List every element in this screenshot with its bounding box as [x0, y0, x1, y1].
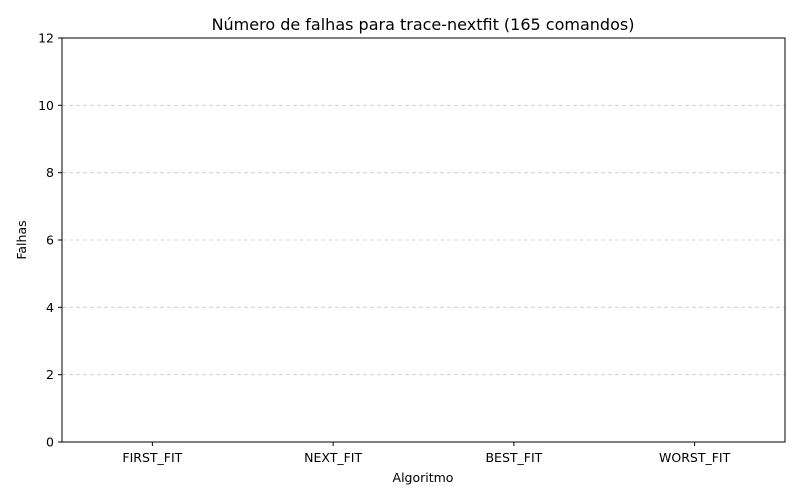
y-tick-label: 6: [46, 233, 54, 248]
x-tick-label: FIRST_FIT: [122, 450, 182, 465]
x-axis-label: Algoritmo: [393, 470, 454, 485]
y-tick-label: 8: [46, 165, 54, 180]
y-tick-label: 4: [46, 300, 54, 315]
y-axis-label: Falhas: [14, 220, 29, 259]
y-tick-label: 10: [38, 98, 54, 113]
x-axis-ticks: FIRST_FIT NEXT_FIT BEST_FIT WORST_FIT: [122, 442, 731, 465]
x-tick-label: BEST_FIT: [485, 450, 542, 465]
gridlines: [62, 104, 785, 376]
y-tick-label: 2: [46, 367, 54, 382]
y-tick-label: 12: [38, 31, 54, 46]
y-axis-ticks: 0 2 4 6 8 10 12: [38, 31, 62, 450]
x-tick-label: WORST_FIT: [659, 450, 731, 465]
chart-title: Número de falhas para trace-nextfit (165…: [212, 15, 635, 34]
y-tick-label: 0: [46, 435, 54, 450]
x-tick-label: NEXT_FIT: [304, 450, 362, 465]
